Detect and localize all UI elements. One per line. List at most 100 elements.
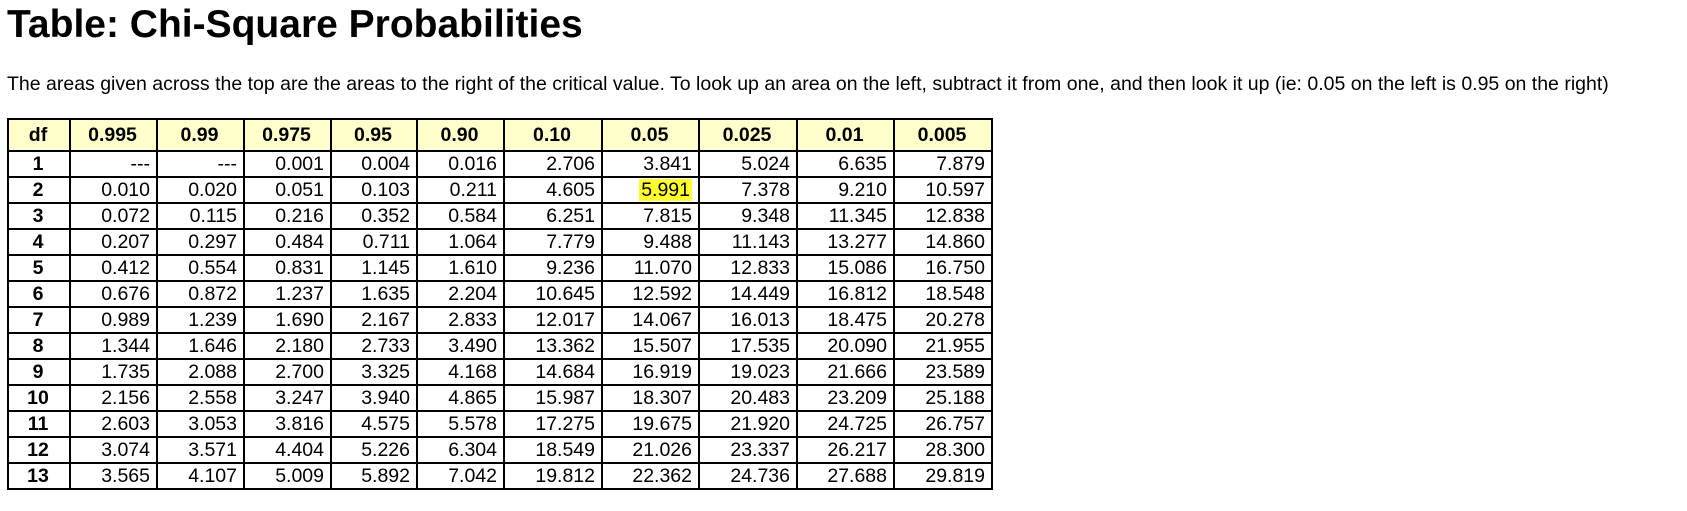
column-header-area: 0.99	[156, 118, 245, 152]
critical-value-cell: 26.217	[796, 436, 895, 464]
chi-square-table: df 0.995 0.99 0.975 0.95 0.90 0.10 0.05 0.025 0.0…	[7, 118, 993, 490]
critical-value-cell: 0.676	[69, 280, 158, 308]
critical-value-cell: 27.688	[796, 462, 895, 490]
critical-value-cell: 14.684	[503, 358, 603, 386]
df-cell: 8	[7, 332, 71, 360]
critical-value-cell: 3.490	[416, 332, 505, 360]
critical-value-cell: 5.024	[698, 150, 798, 178]
critical-value-cell: 0.216	[243, 202, 332, 230]
critical-value-cell: 24.725	[796, 410, 895, 438]
critical-value-cell: 9.348	[698, 202, 798, 230]
critical-value-cell: 4.575	[330, 410, 418, 438]
critical-value-cell: 2.156	[69, 384, 158, 412]
critical-value-cell: 6.251	[503, 202, 603, 230]
df-cell: 12	[7, 436, 71, 464]
df-cell: 6	[7, 280, 71, 308]
critical-value-cell: 17.275	[503, 410, 603, 438]
critical-value-cell: 16.750	[893, 254, 993, 282]
critical-value-cell: 9.236	[503, 254, 603, 282]
page-title: Table: Chi-Square Probabilities	[7, 3, 583, 46]
critical-value-cell: 7.879	[893, 150, 993, 178]
df-cell: 3	[7, 202, 71, 230]
critical-value-cell: 16.919	[601, 358, 700, 386]
critical-value-cell: 7.779	[503, 228, 603, 256]
table-row: 4 0.207 0.297 0.484 0.711 1.064 7.779 9.488 11.1…	[7, 228, 993, 256]
column-header-area: 0.975	[243, 118, 332, 152]
critical-value-cell: 1.690	[243, 306, 332, 334]
column-header-area: 0.995	[69, 118, 158, 152]
critical-value-cell: 20.483	[698, 384, 798, 412]
critical-value-cell: 4.404	[243, 436, 332, 464]
table-row: 6 0.676 0.872 1.237 1.635 2.204 10.645 12.592 14…	[7, 280, 993, 308]
critical-value-cell: 0.072	[69, 202, 158, 230]
critical-value-cell: 5.578	[416, 410, 505, 438]
df-cell: 9	[7, 358, 71, 386]
critical-value-cell: 4.168	[416, 358, 505, 386]
table-row: 7 0.989 1.239 1.690 2.167 2.833 12.017 14.067 16…	[7, 306, 993, 334]
critical-value-cell: 3.053	[156, 410, 245, 438]
critical-value-cell: 9.488	[601, 228, 700, 256]
df-cell: 13	[7, 462, 71, 490]
critical-value-cell: 25.188	[893, 384, 993, 412]
critical-value-cell: 0.872	[156, 280, 245, 308]
df-cell: 4	[7, 228, 71, 256]
critical-value-cell: 26.757	[893, 410, 993, 438]
critical-value-cell: 11.070	[601, 254, 700, 282]
critical-value-cell: 2.088	[156, 358, 245, 386]
critical-value-cell: 6.304	[416, 436, 505, 464]
df-cell: 10	[7, 384, 71, 412]
column-header-area: 0.005	[893, 118, 993, 152]
critical-value-cell: 2.706	[503, 150, 603, 178]
critical-value-cell: 14.860	[893, 228, 993, 256]
critical-value-cell: 23.209	[796, 384, 895, 412]
critical-value-cell: 1.239	[156, 306, 245, 334]
critical-value-cell: 12.838	[893, 202, 993, 230]
critical-value-cell: 4.107	[156, 462, 245, 490]
critical-value-cell: 23.589	[893, 358, 993, 386]
critical-value-cell: 19.675	[601, 410, 700, 438]
critical-value-cell: 2.180	[243, 332, 332, 360]
critical-value-cell: 11.345	[796, 202, 895, 230]
critical-value-cell: 1.145	[330, 254, 418, 282]
critical-value-cell: 0.297	[156, 228, 245, 256]
table-row: 9 1.735 2.088 2.700 3.325 4.168 14.684 16.919 19…	[7, 358, 993, 386]
critical-value-cell: 1.610	[416, 254, 505, 282]
critical-value-cell: 15.086	[796, 254, 895, 282]
critical-value-cell: 5.991	[601, 176, 700, 204]
critical-value-cell: 11.143	[698, 228, 798, 256]
critical-value-cell: 19.023	[698, 358, 798, 386]
critical-value-cell: 1.237	[243, 280, 332, 308]
critical-value-cell: 0.010	[69, 176, 158, 204]
critical-value-cell: 0.004	[330, 150, 418, 178]
critical-value-cell: 1.635	[330, 280, 418, 308]
critical-value-cell: 17.535	[698, 332, 798, 360]
intro-text: The areas given across the top are the a…	[7, 73, 1609, 95]
critical-value-cell: 2.603	[69, 410, 158, 438]
critical-value-cell: 13.362	[503, 332, 603, 360]
critical-value-cell: 0.412	[69, 254, 158, 282]
critical-value-cell: 16.812	[796, 280, 895, 308]
critical-value-cell: 0.115	[156, 202, 245, 230]
table-row: 5 0.412 0.554 0.831 1.145 1.610 9.236 11.070 12.…	[7, 254, 993, 282]
critical-value-cell: 0.207	[69, 228, 158, 256]
critical-value-cell: 0.484	[243, 228, 332, 256]
critical-value-cell: 24.736	[698, 462, 798, 490]
df-cell: 1	[7, 150, 71, 178]
critical-value-cell: 20.090	[796, 332, 895, 360]
critical-value-cell: 3.325	[330, 358, 418, 386]
critical-value-cell: 0.989	[69, 306, 158, 334]
critical-value-cell: 12.017	[503, 306, 603, 334]
critical-value-cell: 14.067	[601, 306, 700, 334]
table-row: 8 1.344 1.646 2.180 2.733 3.490 13.362 15.507 17…	[7, 332, 993, 360]
critical-value-cell: 0.016	[416, 150, 505, 178]
critical-value-cell: 4.605	[503, 176, 603, 204]
critical-value-cell: 21.666	[796, 358, 895, 386]
critical-value-cell: 18.549	[503, 436, 603, 464]
df-cell: 11	[7, 410, 71, 438]
critical-value-cell: 10.645	[503, 280, 603, 308]
critical-value-cell: 28.300	[893, 436, 993, 464]
critical-value-cell: 12.833	[698, 254, 798, 282]
critical-value-cell: 21.955	[893, 332, 993, 360]
table-row: 10 2.156 2.558 3.247 3.940 4.865 15.987 18.307 2…	[7, 384, 993, 412]
critical-value-cell: 10.597	[893, 176, 993, 204]
